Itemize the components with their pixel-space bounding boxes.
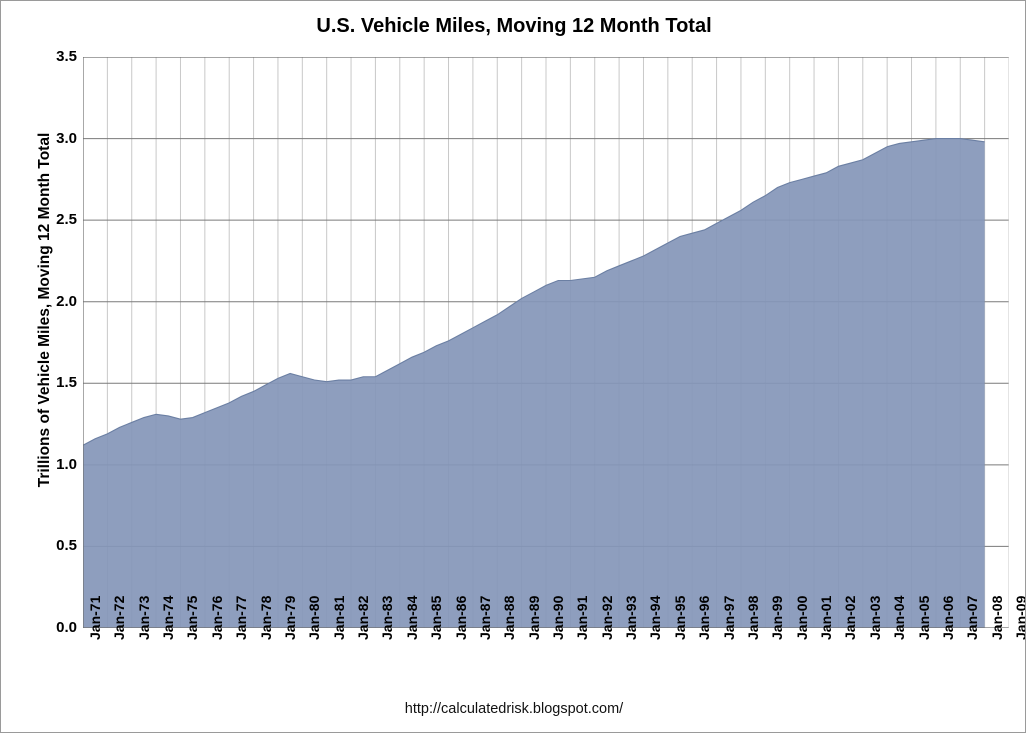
x-tick-label: Jan-81 [330, 595, 347, 640]
x-tick-label: Jan-84 [403, 595, 420, 640]
x-tick-label: Jan-09 [1013, 595, 1026, 640]
x-tick-label: Jan-90 [550, 595, 566, 640]
y-tick-label: 2.5 [56, 211, 77, 229]
x-tick-label: Jan-01 [818, 595, 835, 640]
x-tick-label: Jan-86 [452, 595, 469, 640]
y-tick-label: 3.5 [56, 48, 77, 65]
x-tick-label: Jan-04 [891, 595, 908, 640]
x-tick-label: Jan-79 [281, 595, 298, 640]
x-tick-label: Jan-02 [842, 595, 859, 640]
x-tick-label: Jan-00 [793, 595, 810, 640]
y-tick-label: 1.0 [56, 455, 77, 473]
x-tick-label: Jan-80 [306, 595, 323, 640]
x-tick-label: Jan-91 [574, 595, 591, 640]
y-tick-label: 0.5 [56, 537, 77, 555]
x-tick-label: Jan-94 [647, 595, 664, 640]
y-tick-label: 3.0 [56, 129, 77, 147]
x-tick-label: Jan-71 [87, 595, 103, 640]
x-tick-label: Jan-76 [208, 595, 225, 640]
x-tick-label: Jan-85 [428, 595, 445, 640]
x-tick-label: Jan-08 [988, 595, 1005, 640]
x-tick-label: Jan-73 [135, 595, 152, 640]
x-tick-label: Jan-78 [257, 595, 274, 640]
x-tick-label: Jan-96 [696, 595, 713, 640]
x-tick-label: Jan-93 [623, 595, 640, 640]
x-tick-label: Jan-72 [111, 595, 128, 640]
x-tick-label: Jan-97 [720, 595, 737, 640]
x-tick-label: Jan-75 [184, 595, 201, 640]
y-tick-label: 2.0 [56, 292, 77, 310]
x-tick-label: Jan-87 [476, 595, 493, 640]
x-tick-label: Jan-99 [769, 595, 786, 640]
x-tick-label: Jan-95 [671, 595, 688, 640]
x-tick-label: Jan-82 [355, 595, 372, 640]
x-tick-label: Jan-06 [939, 595, 956, 640]
x-tick-label: Jan-05 [915, 595, 932, 640]
y-axis-tick-labels: 0.0 0.5 1.0 1.5 2.0 2.5 3.0 3.5 [21, 1, 77, 732]
area-series-line [83, 138, 985, 446]
x-tick-label: Jan-92 [598, 595, 615, 640]
x-tick-label: Jan-07 [964, 595, 981, 640]
chart-title: U.S. Vehicle Miles, Moving 12 Month Tota… [316, 15, 712, 37]
x-tick-label: Jan-74 [160, 595, 177, 640]
x-tick-label: Jan-77 [233, 595, 250, 640]
x-tick-label: Jan-98 [744, 595, 761, 640]
x-tick-label: Jan-03 [866, 595, 883, 640]
area-series-fill [83, 138, 985, 628]
y-tick-label: 0.0 [56, 619, 77, 636]
y-tick-label: 1.5 [56, 374, 77, 392]
x-tick-label: Jan-89 [525, 595, 542, 640]
x-tick-label: Jan-88 [501, 595, 518, 640]
x-axis-tick-labels: Jan-71 Jan-72 Jan-73 Jan-74 Jan-75 Jan-76 Jan-… [83, 596, 1025, 704]
area-chart-svg [83, 57, 1009, 628]
source-url-caption: http://calculatedrisk.blogspot.com/ [404, 701, 624, 717]
x-tick-label: Jan-83 [379, 595, 396, 640]
plot-area [83, 57, 1009, 628]
